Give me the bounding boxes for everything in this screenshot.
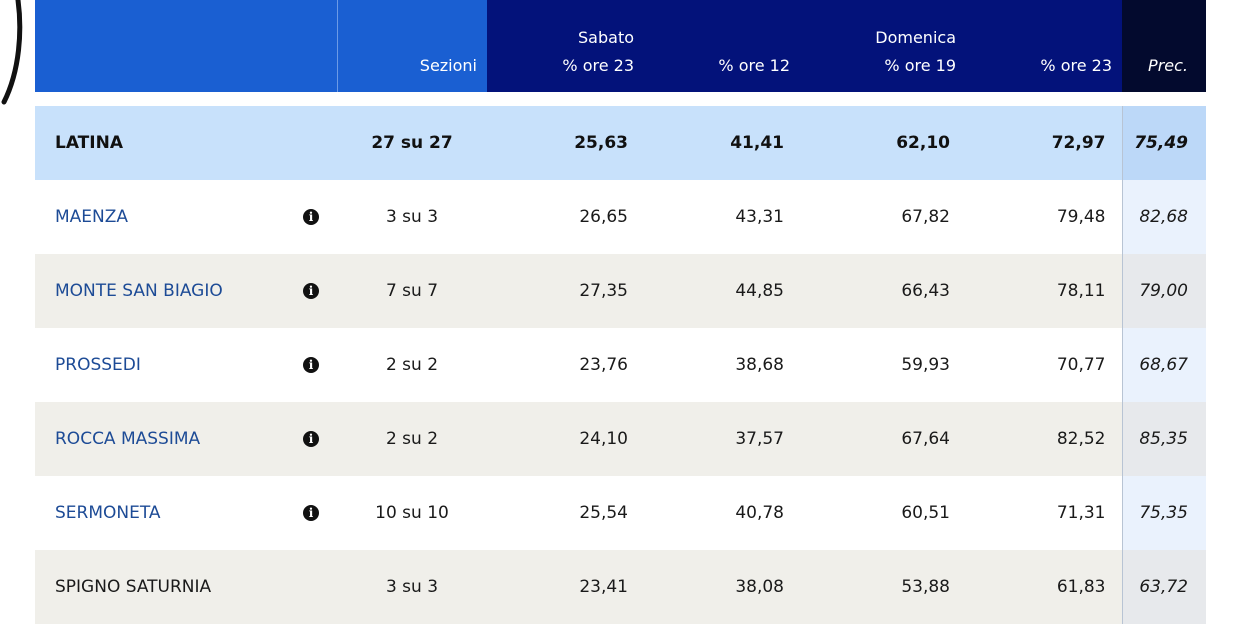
table-row: SPIGNO SATURNIA 3 su 3 23,41 38,08 53,88… [35,550,1206,624]
row-sab-ore23: 27,35 [579,281,628,301]
info-cell: i [258,402,337,476]
header-domenica-ore12: % ore 12 [644,0,800,92]
row-dom-ore23: 61,83 [1056,577,1106,597]
header-prec-label: Prec. [1148,56,1188,75]
row-sab-ore23: 25,63 [574,133,628,153]
header-prec: Prec. [1122,0,1206,92]
table-body: LATINA 27 su 27 25,63 41,41 62,10 72,97 … [35,92,1206,624]
row-dom-ore23: 72,97 [1051,133,1106,153]
row-prec: 75,35 [1121,476,1206,550]
row-dom-ore12: 37,57 [735,429,784,449]
gap-cell [35,92,1206,106]
header-sabato-ore23-label: % ore 23 [562,56,634,75]
row-dom-ore19: 67,64 [901,429,950,449]
comune-link-prossedi[interactable]: PROSSEDI [55,355,141,375]
header-sezioni-label: Sezioni [419,56,477,75]
row-dom-ore19: 53,88 [901,577,950,597]
header-gap [35,92,1206,106]
table-row: PROSSEDI i 2 su 2 23,76 38,68 59,93 70,7… [35,328,1206,402]
row-sezioni: 7 su 7 [385,281,439,301]
row-dom-ore12: 41,41 [730,133,784,153]
table-header: Sezioni Sabato % ore 23 % ore 12 Domenic… [35,0,1206,92]
row-dom-ore12: 40,78 [735,503,784,523]
header-domenica-label: Domenica [875,28,956,47]
info-circle-icon[interactable]: i [303,505,319,521]
row-sab-ore23: 25,54 [579,503,628,523]
row-sab-ore23: 23,76 [579,355,628,375]
row-dom-ore19: 59,93 [901,355,950,375]
turnout-table-container: Sezioni Sabato % ore 23 % ore 12 Domenic… [35,0,1206,624]
info-cell: i [258,180,337,254]
row-prec: 68,67 [1121,328,1206,402]
row-sezioni: 27 su 27 [371,133,453,153]
info-circle-icon[interactable]: i [303,357,319,373]
comune-link-maenza[interactable]: MAENZA [55,207,129,227]
row-sezioni: 3 su 3 [385,577,439,597]
row-sab-ore23: 23,41 [579,577,628,597]
row-prec: 85,35 [1121,402,1206,476]
header-sabato-label: Sabato [578,28,634,47]
info-cell: i [258,476,337,550]
info-circle-icon[interactable]: i [303,431,319,447]
row-info-empty [258,550,337,624]
table-row: MONTE SAN BIAGIO i 7 su 7 27,35 44,85 66… [35,254,1206,328]
header-domenica-ore23: % ore 23 [966,0,1122,92]
row-dom-ore12: 38,68 [735,355,784,375]
comune-link-monte-san-biagio[interactable]: MONTE SAN BIAGIO [55,281,223,301]
row-dom-ore19: 67,82 [901,207,950,227]
table-row: ROCCA MASSIMA i 2 su 2 24,10 37,57 67,64… [35,402,1206,476]
row-prec: 82,68 [1121,180,1206,254]
header-domenica-ore19-label: % ore 19 [884,56,956,75]
turnout-table: Sezioni Sabato % ore 23 % ore 12 Domenic… [35,0,1206,624]
row-dom-ore12: 44,85 [735,281,784,301]
row-dom-ore12: 38,08 [735,577,784,597]
row-dom-ore23: 82,52 [1056,429,1106,449]
header-comune [35,0,337,92]
row-sezioni: 10 su 10 [375,503,449,523]
table-row: SERMONETA i 10 su 10 25,54 40,78 60,51 7… [35,476,1206,550]
row-sab-ore23: 26,65 [579,207,628,227]
header-domenica-ore19: Domenica % ore 19 [800,0,966,92]
row-dom-ore12: 43,31 [735,207,784,227]
header-domenica-ore12-label: % ore 12 [718,56,790,75]
header-sezioni: Sezioni [336,0,487,92]
table-row: MAENZA i 3 su 3 26,65 43,31 67,82 79,48 … [35,180,1206,254]
row-sab-ore23: 24,10 [579,429,628,449]
row-prec: 79,00 [1121,254,1206,328]
summary-row-latina: LATINA 27 su 27 25,63 41,41 62,10 72,97 … [35,106,1206,180]
decorative-border-curve [1,0,23,105]
comune-link-rocca-massima[interactable]: ROCCA MASSIMA [55,429,201,449]
row-dom-ore23: 78,11 [1056,281,1106,301]
row-dom-ore23: 70,77 [1056,355,1106,375]
row-sezioni: 3 su 3 [385,207,439,227]
comune-name-spigno-saturnia: SPIGNO SATURNIA [55,577,212,597]
header-domenica-ore23-label: % ore 23 [1040,56,1112,75]
row-info-empty [258,106,337,180]
row-sezioni: 2 su 2 [385,355,439,375]
row-name: LATINA [55,133,123,153]
info-cell: i [258,328,337,402]
row-dom-ore23: 71,31 [1056,503,1106,523]
row-prec: 75,49 [1121,106,1206,180]
info-circle-icon[interactable]: i [303,209,319,225]
info-cell: i [258,254,337,328]
comune-link-sermoneta[interactable]: SERMONETA [55,503,161,523]
row-prec: 63,72 [1121,550,1206,624]
row-dom-ore19: 62,10 [896,133,950,153]
row-dom-ore19: 60,51 [901,503,950,523]
row-dom-ore23: 79,48 [1056,207,1106,227]
header-sabato-ore23: Sabato % ore 23 [487,0,644,92]
row-sezioni: 2 su 2 [385,429,439,449]
row-dom-ore19: 66,43 [901,281,950,301]
info-circle-icon[interactable]: i [303,283,319,299]
